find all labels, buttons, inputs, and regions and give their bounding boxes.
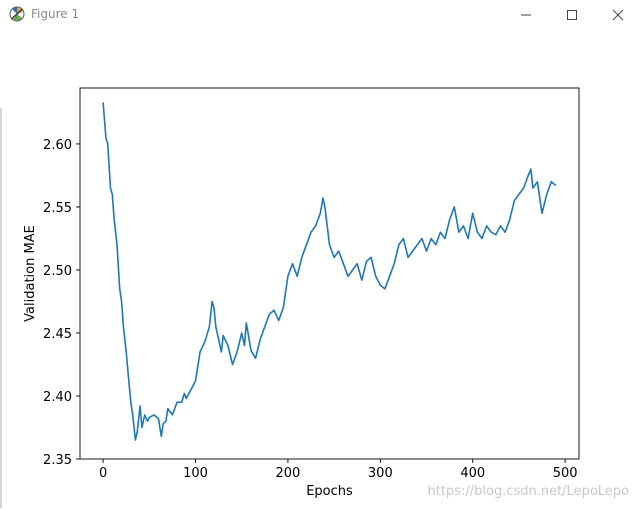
y-tick-label: 2.55 bbox=[43, 201, 72, 216]
minimize-icon bbox=[521, 14, 531, 16]
close-icon bbox=[612, 9, 624, 21]
plot-frame bbox=[79, 87, 580, 460]
maximize-button[interactable] bbox=[549, 0, 595, 30]
watermark-text: https://blog.csdn.net/LepoLepo bbox=[427, 484, 630, 499]
x-axis-label: Epochs bbox=[306, 484, 353, 499]
window-title: Figure 1 bbox=[31, 7, 80, 21]
x-tick-label: 0 bbox=[99, 466, 107, 481]
series-line-0 bbox=[102, 102, 557, 441]
x-tick-label: 200 bbox=[276, 466, 301, 481]
y-tick-label: 2.50 bbox=[43, 264, 72, 279]
x-tick-label: 300 bbox=[368, 466, 393, 481]
maximize-icon bbox=[567, 10, 577, 20]
minimize-button[interactable] bbox=[503, 0, 549, 30]
x-tick-label: 100 bbox=[183, 466, 208, 481]
line-chart: 0 100 200 300 400 500 2.35 2.40 2.45 2.50 2.55 2.60… bbox=[23, 87, 580, 499]
y-axis-label: Validation MAE bbox=[23, 225, 38, 322]
x-tick-label: 500 bbox=[553, 466, 578, 481]
y-tick-label: 2.60 bbox=[43, 138, 72, 153]
title-bar[interactable]: Figure 1 bbox=[0, 0, 641, 30]
window-edge bbox=[0, 108, 2, 508]
y-tick-label: 2.40 bbox=[43, 390, 72, 405]
y-tick-label: 2.35 bbox=[43, 453, 72, 468]
close-button[interactable] bbox=[595, 0, 641, 30]
matplotlib-figure-icon bbox=[9, 6, 25, 22]
y-tick-label: 2.45 bbox=[43, 327, 72, 342]
x-tick-label: 400 bbox=[460, 466, 485, 481]
